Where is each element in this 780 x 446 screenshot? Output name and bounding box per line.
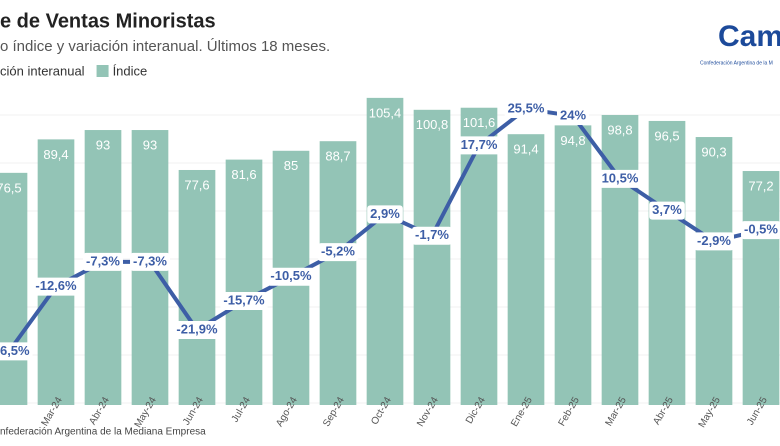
line-label-box (173, 320, 221, 339)
line-label: -5,2% (318, 243, 358, 262)
line-label-box (367, 205, 403, 224)
line-label-box (267, 267, 315, 286)
bar (366, 97, 404, 405)
line-label-box (32, 277, 80, 296)
line-label-text: 17,7% (461, 137, 498, 152)
bar (460, 107, 498, 406)
line-label-text: -12,6% (35, 278, 77, 293)
line-label-text: 3,7% (652, 202, 682, 217)
legend-label: ción interanual (0, 63, 85, 78)
line-label-text: -21,9% (176, 321, 218, 336)
logo-caption: Confederación Argentina de la M (700, 60, 773, 66)
bar-label: 89,4 (43, 147, 68, 162)
line-label: -2,9% (694, 232, 734, 251)
line-label: -21,9% (173, 320, 221, 339)
line-label-box (457, 136, 501, 155)
line-label-box (649, 201, 685, 220)
bar-label: 77,2 (748, 178, 773, 193)
bar (225, 159, 263, 405)
line-label-text: 2,9% (370, 206, 400, 221)
bar-label: 98,8 (607, 122, 632, 137)
bar-label: 100,8 (416, 117, 449, 132)
line-label-text: 24% (560, 107, 586, 122)
line-label-box (0, 342, 33, 361)
line-label: -10,5% (267, 267, 315, 286)
line-label: -26,5% (0, 342, 33, 361)
line-label: -0,5% (741, 221, 780, 240)
line-label-box (412, 226, 452, 245)
line-label: -15,7% (220, 292, 268, 311)
line-label-box (741, 221, 780, 240)
line-label-box (694, 232, 734, 251)
bar (37, 139, 75, 405)
bar-label: 85 (284, 158, 298, 173)
line-label: -1,7% (412, 226, 452, 245)
line-label: -7,3% (130, 252, 170, 271)
line-label-text: -7,3% (133, 253, 167, 268)
line-label-text: 10,5% (602, 170, 639, 185)
bar-label: 77,6 (184, 177, 209, 192)
bar-label: 96,5 (654, 128, 679, 143)
bar (178, 169, 216, 405)
bar-label: 81,6 (231, 167, 256, 182)
bar-label: 91,4 (513, 142, 538, 157)
source: nfederación Argentina de la Mediana Empr… (0, 427, 206, 438)
legend-swatch (96, 65, 109, 77)
line-label-box (504, 99, 548, 118)
bar-label: 88,7 (325, 149, 350, 164)
line-label-text: 25,5% (508, 100, 545, 115)
line-label: 2,9% (367, 205, 403, 224)
legend-label: Índice (113, 63, 148, 78)
line-label-text: -0,5% (744, 222, 778, 237)
bar (413, 109, 451, 406)
line-label: -12,6% (32, 277, 80, 296)
bar-label: 94,8 (560, 133, 585, 148)
line-label-box (220, 292, 268, 311)
line-label-text: -2,9% (697, 233, 731, 248)
bar-label: 93 (96, 137, 110, 152)
bar-label: 76,5 (0, 180, 22, 195)
line-label-box (598, 169, 642, 188)
line-label-box (556, 106, 590, 125)
line-label-text: -15,7% (223, 292, 265, 307)
bar-label: 93 (143, 137, 157, 152)
bar (742, 171, 780, 405)
line-label-text: -7,3% (86, 253, 120, 268)
chart-title: e de Ventas Minoristas (0, 10, 216, 32)
line-label: -7,3% (83, 252, 123, 271)
line-label: 17,7% (457, 136, 501, 155)
bar (648, 120, 686, 405)
bar (554, 125, 592, 406)
bar (695, 137, 733, 405)
line-label-box (130, 252, 170, 271)
line-label: 10,5% (598, 169, 642, 188)
chart-subtitle: o índice y variación interanual. Últimos… (0, 38, 330, 55)
bar (0, 172, 28, 405)
line-label-text: -5,2% (321, 244, 355, 259)
line-label-box (318, 243, 358, 262)
line-label: 24% (556, 106, 590, 125)
line-label: 3,7% (649, 201, 685, 220)
bar-label: 90,3 (701, 144, 726, 159)
bar (319, 141, 357, 406)
bar (507, 134, 545, 405)
bar-label: 101,6 (463, 115, 496, 130)
bar-label: 105,4 (369, 105, 402, 120)
line-label-text: -1,7% (415, 227, 449, 242)
line-label-box (83, 252, 123, 271)
line-label: 25,5% (504, 99, 548, 118)
logo: Came (718, 20, 780, 53)
line-label-text: -10,5% (270, 268, 312, 283)
line-label-text: -26,5% (0, 343, 30, 358)
